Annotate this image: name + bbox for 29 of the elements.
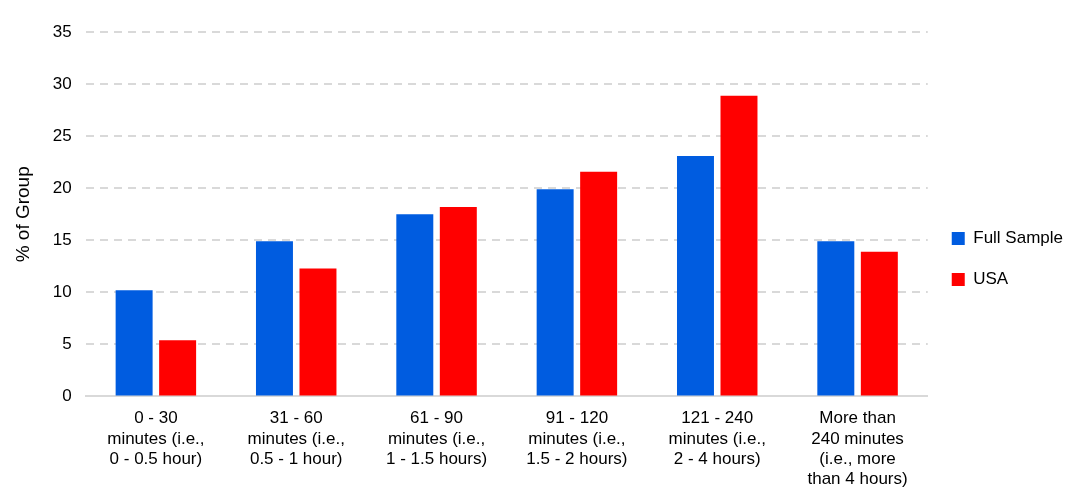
bar [536,189,574,396]
y-tick-label: 25 [52,125,72,145]
y-tick-label: 5 [62,334,72,354]
x-tick-label: 121 - 240 minutes (i.e., 2 - 4 hours) [668,408,766,469]
legend-label: USA [973,269,1009,289]
bar [580,171,618,396]
bar [159,340,197,396]
legend-label: Full Sample [973,228,1064,248]
bar [676,156,714,396]
y-tick-label: 0 [62,386,72,406]
bar [115,290,153,396]
bar [439,207,477,396]
bar [255,241,293,396]
y-tick-label: 20 [52,177,72,197]
bar [396,214,434,396]
bar [817,241,855,396]
x-tick-label: More than 240 minutes (i.e., more than 4 hours) [807,408,908,489]
y-tick-label: 15 [52,230,72,249]
bar [860,251,898,396]
x-tick-label: 91 - 120 minutes (i.e., 1.5 - 2 hours) [526,408,628,469]
bar [299,268,337,396]
y-tick-label: 30 [52,73,72,93]
bar [720,95,758,396]
y-tick-label: 35 [52,21,72,41]
x-tick-label: 0 - 30 minutes (i.e., 0 - 0.5 hour) [107,408,205,469]
x-tick-label: 31 - 60 minutes (i.e., 0.5 - 1 hour) [247,408,345,469]
y-axis-title: % of Group [11,166,33,263]
y-tick-label: 10 [52,282,72,302]
x-tick-label: 61 - 90 minutes (i.e., 1 - 1.5 hours) [386,408,488,469]
